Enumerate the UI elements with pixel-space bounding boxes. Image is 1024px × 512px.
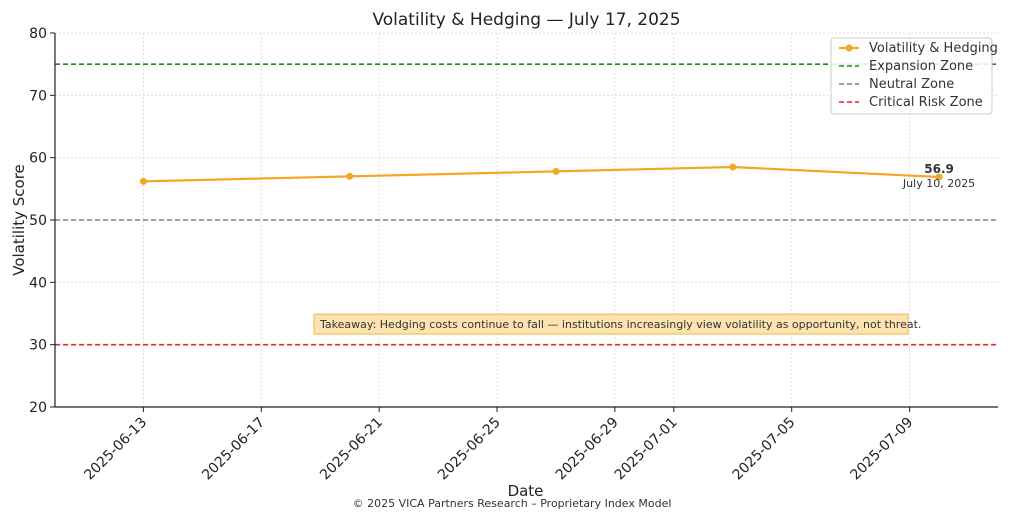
last-date-label: July 10, 2025: [902, 177, 975, 190]
series-layer: [139, 163, 943, 185]
x-tick-label: 2025-06-25: [435, 415, 504, 484]
data-point: [346, 172, 354, 180]
x-tick-label: 2025-07-09: [848, 415, 917, 484]
y-tick-label: 60: [29, 151, 47, 167]
legend-marker: [845, 44, 853, 52]
y-axis-title: Volatility Score: [10, 164, 28, 276]
y-tick-label: 70: [29, 88, 47, 104]
y-tick-label: 80: [29, 26, 47, 42]
data-point: [935, 173, 943, 181]
last-value-label: 56.9: [924, 162, 954, 176]
takeaway-box: [313, 313, 909, 335]
y-tick-label: 30: [29, 338, 47, 354]
footer-copyright: © 2025 VICA Partners Research – Propriet…: [353, 497, 672, 510]
x-tick-label: 2025-06-13: [81, 415, 150, 484]
x-tick-label: 2025-06-17: [199, 415, 268, 484]
x-tick-label: 2025-06-21: [317, 415, 386, 484]
data-point: [729, 163, 737, 171]
chart-title: Volatility & Hedging — July 17, 2025: [372, 10, 680, 30]
x-axis-title: Date: [508, 482, 544, 500]
annotations: 56.9 July 10, 2025 Takeaway: Hedging cos…: [313, 162, 975, 335]
legend: Volatility & Hedging Expansion Zone Neutra…: [830, 37, 998, 115]
x-tick-label: 2025-06-29: [553, 415, 622, 484]
legend-label: Expansion Zone: [869, 59, 973, 74]
series-line: [143, 165, 940, 183]
legend-box: [830, 37, 993, 115]
data-point: [139, 177, 147, 185]
legend-label: Volatility & Hedging: [869, 41, 998, 56]
y-tick-label: 20: [29, 400, 47, 416]
takeaway-text: Takeaway: Hedging costs continue to fall…: [319, 318, 921, 331]
y-tick-label: 50: [29, 213, 47, 229]
x-tick-label: 2025-07-01: [612, 415, 681, 484]
data-point: [552, 167, 560, 175]
legend-label: Neutral Zone: [869, 77, 954, 92]
y-tick-label: 40: [29, 275, 47, 291]
legend-label: Critical Risk Zone: [869, 95, 983, 110]
x-tick-label: 2025-07-05: [730, 415, 799, 484]
